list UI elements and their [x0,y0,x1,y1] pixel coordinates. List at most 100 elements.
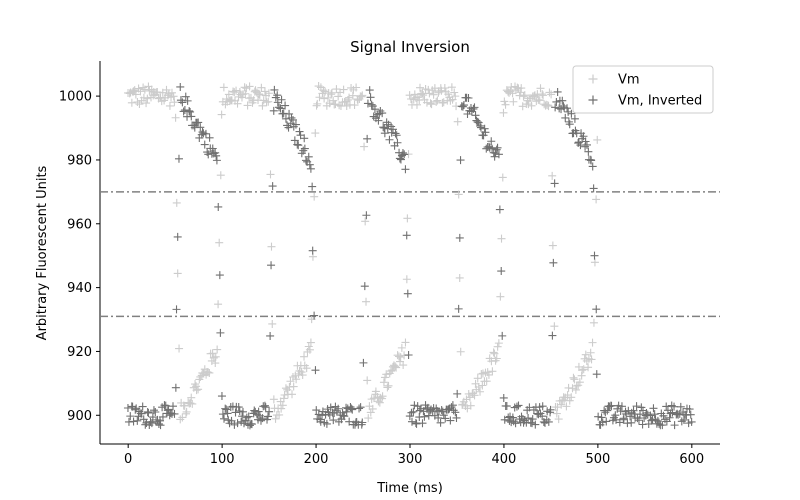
data-point [214,202,223,211]
data-point [616,407,625,416]
data-point [270,85,279,94]
data-point [378,392,387,401]
data-point [548,241,557,250]
data-point [313,99,322,108]
data-point [584,363,593,372]
data-point [182,407,191,416]
data-point [420,412,429,421]
data-point [382,370,391,379]
data-point [208,144,217,153]
data-point [281,114,290,123]
data-point [298,371,307,380]
data-point [438,98,447,107]
data-point [518,414,527,423]
data-point [329,416,338,425]
data-point [490,349,499,358]
data-point [268,182,277,191]
data-points [123,82,696,430]
data-point [588,162,597,171]
data-point [469,104,478,113]
data-point [551,103,560,112]
data-point [368,404,377,413]
data-point [352,83,361,92]
data-point [194,385,203,394]
data-point [588,338,597,347]
data-point [451,408,460,417]
data-point [528,415,537,424]
series-vm-inverted [123,82,696,430]
data-point [258,414,267,423]
data-point [217,110,226,119]
data-point [290,136,299,145]
data-point [578,366,587,375]
data-point [201,129,210,138]
data-point [567,393,576,402]
data-point [517,84,526,93]
data-point [126,412,135,421]
data-point [147,419,156,428]
data-point [347,404,356,413]
data-point [546,405,555,414]
data-point [173,269,182,278]
data-point [364,414,373,423]
data-point [646,411,655,420]
data-point [561,113,570,122]
data-point [439,98,448,107]
data-point [674,410,683,419]
data-point [548,331,557,340]
data-point [679,415,688,424]
data-point [173,232,182,241]
data-point [670,421,679,430]
data-point [553,87,562,96]
data-point [454,304,463,313]
data-point [300,134,309,143]
data-point [550,179,559,188]
data-point [171,113,180,122]
data-point [418,419,427,428]
data-point [418,89,427,98]
data-point [188,399,197,408]
data-point [214,300,223,309]
data-point [502,402,511,411]
data-point [419,91,428,100]
data-point [129,417,138,426]
data-point [409,407,418,416]
data-point [509,97,518,106]
data-point [488,367,497,376]
data-point [455,233,464,242]
data-point [186,399,195,408]
data-point [415,406,424,415]
data-point [374,116,383,125]
data-point [137,409,146,418]
data-point [393,138,402,147]
legend: Vm Vm, Inverted [572,65,714,114]
data-point [531,420,540,429]
data-point [429,90,438,99]
data-point [213,345,222,354]
data-point [627,418,636,427]
data-point [587,355,596,364]
data-point [350,101,359,110]
data-point [370,105,379,114]
x-tick-label: 500 [585,452,610,467]
data-point [584,147,593,156]
data-point [363,376,372,385]
data-point [590,258,599,267]
data-point [410,401,419,410]
data-point [340,412,349,421]
data-point [619,414,628,423]
data-point [371,387,380,396]
data-point [388,125,397,134]
data-point [187,112,196,121]
data-point [166,409,175,418]
x-tick-label: 400 [492,452,517,467]
data-point [593,135,602,144]
data-point [268,319,277,328]
data-point [294,141,303,150]
data-point [285,109,294,118]
data-point [494,339,503,348]
data-point [367,100,376,109]
data-point [448,401,457,410]
data-point [127,98,136,107]
